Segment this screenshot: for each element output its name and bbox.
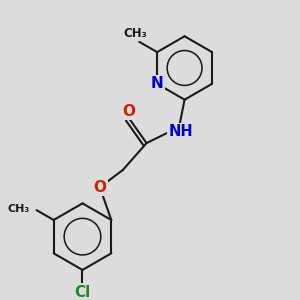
Text: NH: NH bbox=[168, 124, 193, 139]
Text: CH₃: CH₃ bbox=[8, 204, 30, 214]
Text: O: O bbox=[122, 103, 135, 118]
Text: O: O bbox=[93, 180, 106, 195]
Text: N: N bbox=[151, 76, 164, 91]
Text: CH₃: CH₃ bbox=[124, 27, 147, 40]
Text: Cl: Cl bbox=[74, 285, 91, 300]
